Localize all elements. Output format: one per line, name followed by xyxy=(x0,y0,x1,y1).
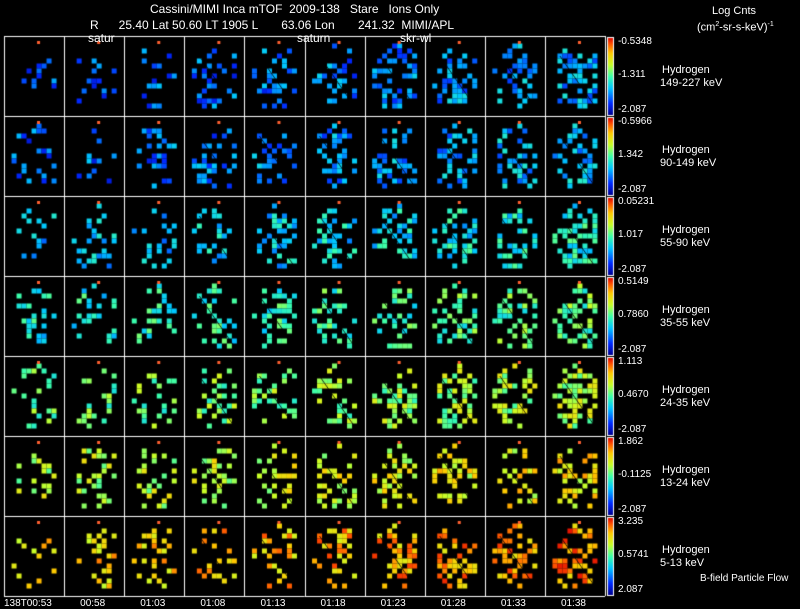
colorbar-min-label: -2.087 xyxy=(618,264,647,275)
species-label: Hydrogen xyxy=(662,64,710,76)
chart-title: Cassini/MIMI Inca mTOF 2009-138 Stare Io… xyxy=(150,2,440,16)
time-tick-label: 01:28 xyxy=(440,598,466,609)
orbit-info: R 25.40 Lat 50.60 LT 1905 L 63.06 Lon 24… xyxy=(90,18,455,32)
energy-band-label: 24-35 keV xyxy=(660,397,711,409)
energy-band-label: 5-13 keV xyxy=(660,557,705,569)
colorbar-mid-label: -0.1125 xyxy=(618,469,652,480)
time-tick-label: 01:08 xyxy=(200,598,226,609)
energy-band-label: 90-149 keV xyxy=(660,157,717,169)
colorbar-max-label: 0.5149 xyxy=(618,276,649,287)
energy-band-label: 13-24 keV xyxy=(660,477,711,489)
colorbar-min-label: -2.087 xyxy=(618,184,647,195)
colorbar-mid-label: 0.7860 xyxy=(618,309,649,320)
species-label: Hydrogen xyxy=(662,544,710,556)
time-tick-label: 01:18 xyxy=(320,598,346,609)
colorbar-min-label: -2.087 xyxy=(618,344,647,355)
colorbar-mid-label: -1.311 xyxy=(618,69,646,80)
time-tick-label: 01:38 xyxy=(560,598,586,609)
colorbar-max-label: -0.5348 xyxy=(618,36,652,47)
colorbar-max-label: 1.862 xyxy=(618,436,644,447)
colorbar-min-label: -2.087 xyxy=(618,104,647,115)
energy-band-label: 55-90 keV xyxy=(660,237,711,249)
time-tick-label: 01:33 xyxy=(500,598,526,609)
units-label: Log Cnts xyxy=(712,5,757,17)
time-tick-label: 01:03 xyxy=(140,598,166,609)
bfield-note: B-field Particle Flow xyxy=(700,573,789,584)
colorbar-max-label: 3.235 xyxy=(618,516,644,527)
colorbar-max-label: 0.05231 xyxy=(618,196,655,207)
units-formula: (cm2-sr-s-keV)-1 xyxy=(697,21,774,34)
energy-band-label: 149-227 keV xyxy=(660,77,723,89)
species-label: Hydrogen xyxy=(662,144,710,156)
colorbar-max-label: -0.5966 xyxy=(618,116,652,127)
time-tick-label: 01:13 xyxy=(260,598,286,609)
colorbar-min-label: -2.087 xyxy=(618,504,647,515)
colorbar-max-label: 1.113 xyxy=(618,356,643,367)
overlay-label-skr: skr-wl xyxy=(400,31,432,45)
energy-band-label: 35-55 keV xyxy=(660,317,711,329)
time-tick-label: 138T00:53 xyxy=(4,598,52,609)
species-label: Hydrogen xyxy=(662,384,710,396)
colorbar-mid-label: 1.017 xyxy=(618,229,644,240)
overlay-label-satur: satur xyxy=(88,31,115,45)
colorbar-min-label: 2.087 xyxy=(618,584,644,595)
colorbar-mid-label: 1.342 xyxy=(618,149,644,160)
colorbar-mid-label: 0.4670 xyxy=(618,389,649,400)
species-label: Hydrogen xyxy=(662,304,710,316)
colorbar-min-label: -2.087 xyxy=(618,424,647,435)
species-label: Hydrogen xyxy=(662,464,710,476)
colorbar-mid-label: 0.5741 xyxy=(618,549,649,560)
overlay-label-saturn: saturn xyxy=(297,31,331,45)
time-tick-label: 00:58 xyxy=(80,598,106,609)
species-label: Hydrogen xyxy=(662,224,710,236)
time-tick-label: 01:23 xyxy=(380,598,406,609)
